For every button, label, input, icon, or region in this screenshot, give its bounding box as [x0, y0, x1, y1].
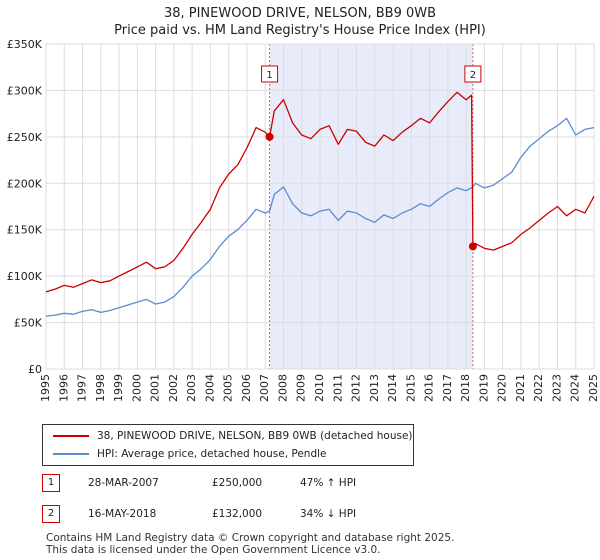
- x-tick-label: 2019: [477, 374, 490, 402]
- y-tick-label: £350K: [7, 38, 43, 51]
- marker-label: 2: [470, 70, 476, 81]
- x-tick-label: 2023: [550, 374, 563, 402]
- x-tick-label: 2000: [130, 374, 143, 402]
- x-tick-label: 2004: [203, 374, 216, 402]
- hpi-line-swatch: [53, 453, 89, 455]
- marker-label: 1: [266, 70, 272, 81]
- legend-label-hpi: HPI: Average price, detached house, Pend…: [97, 448, 327, 460]
- x-tick-label: 2013: [368, 374, 381, 402]
- axis-labels: £0 £50K £100K £150K £200K £250K £300K £350K 1995…: [7, 38, 600, 402]
- series-lines: [45, 91, 595, 317]
- y-tick-label: £0: [28, 363, 42, 376]
- x-tick-label: 1997: [76, 374, 89, 402]
- transaction-badge: 1: [42, 474, 60, 492]
- x-tick-label: 2005: [222, 374, 235, 402]
- marker-label-box: [464, 65, 482, 83]
- legend: 38, PINEWOOD DRIVE, NELSON, BB9 0WB (det…: [42, 424, 414, 466]
- x-tick-label: 1995: [39, 374, 52, 402]
- x-tick-label: 2018: [459, 374, 472, 402]
- x-tick-label: 2010: [313, 374, 326, 402]
- property-line-swatch: [53, 435, 89, 437]
- x-tick-label: 2025: [587, 374, 600, 402]
- x-tick-label: 1998: [94, 374, 107, 402]
- x-tick-label: 2017: [441, 374, 454, 402]
- y-tick-label: £100K: [7, 270, 43, 283]
- x-tick-label: 2001: [149, 374, 162, 402]
- x-tick-label: 1999: [112, 374, 125, 402]
- chart-title: 38, PINEWOOD DRIVE, NELSON, BB9 0WB: [163, 6, 437, 21]
- x-tick-label: 2015: [404, 374, 417, 402]
- x-tick-label: 2024: [569, 374, 582, 402]
- y-tick-label: £200K: [7, 177, 43, 190]
- price-chart: £0 £50K £100K £150K £200K £250K £300K £350K 1995…: [7, 38, 600, 402]
- x-tick-label: 2003: [185, 374, 198, 402]
- x-tick-label: 2012: [350, 374, 363, 402]
- legend-label-property: 38, PINEWOOD DRIVE, NELSON, BB9 0WB (det…: [97, 430, 413, 442]
- hpi-line: [45, 117, 595, 317]
- transaction-point: [468, 242, 477, 251]
- chart-subtitle: Price paid vs. HM Land Registry's House …: [114, 23, 486, 38]
- transaction-hpi-change: 47% ↑ HPI: [300, 477, 357, 489]
- transaction-price: £250,000: [212, 477, 263, 489]
- transaction-badge: 2: [42, 505, 60, 523]
- x-tick-label: 2007: [258, 374, 271, 402]
- x-tick-label: 2014: [386, 374, 399, 402]
- transaction-date: 28-MAR-2007: [88, 477, 159, 489]
- copyright-notice: Contains HM Land Registry data © Crown c…: [46, 532, 455, 544]
- x-tick-label: 2011: [331, 374, 344, 402]
- x-tick-label: 2016: [423, 374, 436, 402]
- property-price-line: [45, 91, 595, 293]
- x-tick-label: 2022: [532, 374, 545, 402]
- x-tick-label: 2020: [496, 374, 509, 402]
- licence-notice: This data is licensed under the Open Gov…: [46, 544, 381, 556]
- x-tick-label: 2021: [514, 374, 527, 402]
- marker-label-box: [261, 65, 279, 83]
- x-tick-label: 2008: [276, 374, 289, 402]
- y-tick-label: £250K: [7, 131, 43, 144]
- x-tick-label: 2006: [240, 374, 253, 402]
- transaction-point: [265, 132, 274, 141]
- transaction-date: 16-MAY-2018: [88, 508, 157, 520]
- shaded-region: [269, 44, 473, 369]
- transaction-hpi-change: 34% ↓ HPI: [300, 508, 357, 520]
- y-tick-label: £150K: [7, 224, 43, 237]
- x-tick-label: 2002: [167, 374, 180, 402]
- x-tick-label: 2009: [295, 374, 308, 402]
- transaction-price: £132,000: [212, 508, 263, 520]
- y-tick-label: £50K: [14, 317, 43, 330]
- x-tick-label: 1996: [57, 374, 70, 402]
- y-tick-label: £300K: [7, 84, 43, 97]
